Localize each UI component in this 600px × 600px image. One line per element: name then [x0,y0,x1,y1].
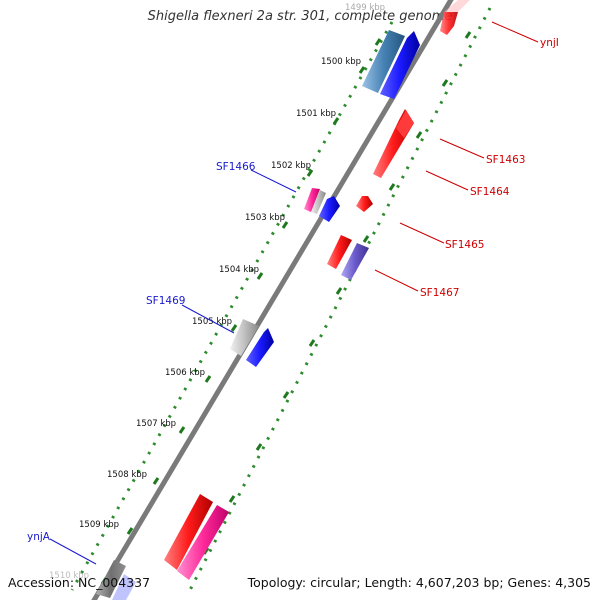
gene-label-SF1464[interactable]: SF1464 [470,186,510,198]
gene-SF1469-gray[interactable] [230,319,259,356]
gene-ynjI[interactable] [440,0,470,35]
gene-SF1466-gray[interactable] [311,190,326,214]
tick-label: 1510 kbp [49,571,89,581]
right-tick-track [188,7,492,591]
gene-label-SF1469[interactable]: SF1469 [146,295,185,307]
gene-SF1463[interactable] [373,109,414,178]
tick-label: 1507 kbp [136,419,176,429]
left-tick-track [70,21,394,591]
gene-SF1466-pink[interactable] [304,188,320,212]
gene-blue-1500[interactable] [380,31,420,99]
gene-SF1467[interactable] [341,243,369,280]
tick-label: 1506 kbp [165,368,205,378]
gene-labels: SF1466 SF1469 ynjA ynjI SF1463 SF1464 SF… [27,37,559,543]
gene-steel-1500[interactable] [362,30,405,93]
map-title: Shigella flexneri 2a str. 301, complete … [147,9,453,24]
gene-SF1465[interactable] [327,235,352,269]
tick-label: 1509 kbp [79,520,119,530]
gene-SF1466-blue[interactable] [319,196,340,222]
gene-label-SF1466[interactable]: SF1466 [216,161,256,173]
tick-label: 1505 kbp [192,317,232,327]
gene-red-1509[interactable] [164,494,213,570]
gene-label-SF1467[interactable]: SF1467 [420,287,459,299]
gene-pink-1509[interactable] [177,505,229,580]
gene-SF1464[interactable] [356,196,373,212]
tick-label: 1504 kbp [219,265,259,275]
gene-ynjA-blue[interactable] [112,574,136,600]
major-ticks [100,31,472,585]
tick-label: 1501 kbp [296,109,336,119]
accession-text: Accession: NC_004337 [8,575,151,590]
tick-label: 1500 kbp [321,57,361,67]
label-connectors [49,21,539,565]
tick-label: 1499 kbp [345,3,385,13]
gene-label-ynjA[interactable]: ynjA [27,531,51,543]
gene-label-ynjI[interactable]: ynjI [540,37,559,49]
gene-SF1469-blue[interactable] [246,328,274,367]
genome-backbone [91,0,454,600]
kbp-labels: 1499 kbp 1500 kbp 1501 kbp 1502 kbp 1503… [49,3,385,581]
gene-label-SF1463[interactable]: SF1463 [486,154,525,166]
tick-label: 1508 kbp [107,470,147,480]
gene-label-SF1465[interactable]: SF1465 [445,239,484,251]
genome-summary-text: Topology: circular; Length: 4,607,203 bp… [247,575,591,590]
tick-label: 1503 kbp [245,213,285,223]
tick-label: 1502 kbp [271,161,311,171]
gene-ynjA-gray[interactable] [96,560,126,598]
